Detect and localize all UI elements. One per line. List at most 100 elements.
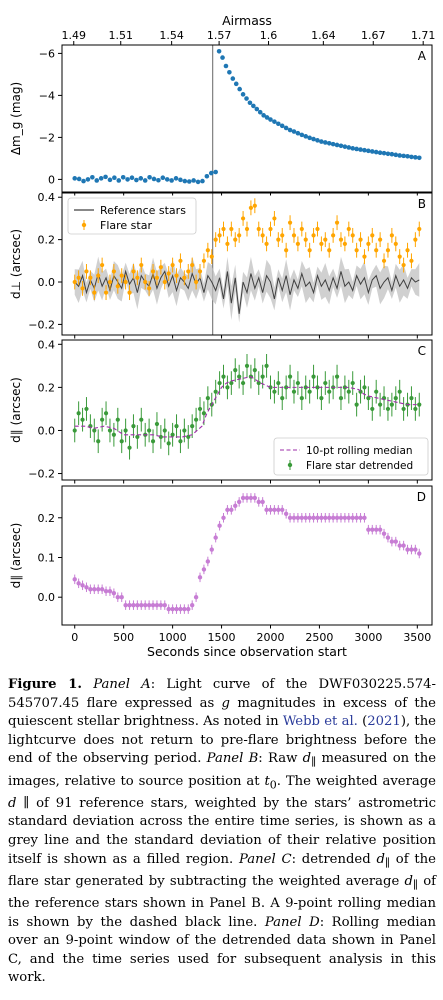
data-point: [229, 507, 234, 513]
data-point: [342, 241, 347, 246]
data-point: [194, 417, 199, 422]
data-point: [378, 237, 383, 242]
data-point: [370, 233, 375, 238]
data-point: [280, 233, 285, 238]
data-point: [405, 154, 410, 159]
data-point: [413, 155, 418, 160]
panel-letter: C: [418, 344, 426, 358]
data-point: [244, 363, 250, 368]
data-point: [291, 129, 297, 134]
citation-link-year[interactable]: 2021: [367, 714, 401, 730]
data-point: [362, 254, 367, 259]
data-point: [201, 411, 207, 416]
data-point: [143, 602, 148, 608]
data-point: [189, 602, 195, 608]
data-point: [315, 226, 320, 232]
data-point: [76, 411, 81, 416]
top-axis-tick-label: 1.51: [108, 29, 133, 42]
data-point: [162, 428, 167, 433]
data-point: [299, 396, 304, 401]
data-point: [201, 258, 207, 263]
data-point: [88, 587, 93, 592]
data-point: [96, 273, 101, 278]
data-point: [208, 170, 214, 176]
data-point: [307, 515, 312, 520]
data-point: [119, 273, 124, 278]
panel-letter: A: [418, 49, 427, 63]
citation-link-webb[interactable]: Webb et al.: [282, 714, 358, 730]
caption-text: (: [357, 714, 368, 730]
data-point: [326, 140, 332, 146]
data-point: [190, 262, 195, 268]
data-point: [276, 507, 281, 513]
data-point: [338, 143, 344, 149]
data-point: [111, 432, 116, 437]
data-point: [100, 417, 105, 422]
x-axis-tick-label: 1500: [208, 631, 236, 644]
data-point: [397, 254, 402, 259]
data-point: [295, 515, 301, 520]
data-point: [76, 275, 81, 280]
data-point: [358, 237, 363, 242]
data-point: [217, 523, 222, 528]
data-point: [138, 176, 144, 181]
caption-text: : Raw: [258, 751, 303, 767]
data-point: [260, 374, 265, 379]
data-point: [409, 396, 414, 401]
data-point: [295, 241, 300, 246]
data-point: [139, 602, 144, 608]
data-point: [178, 606, 183, 612]
data-point: [166, 271, 171, 276]
caption-text: : Rolling median over an 9-point window …: [8, 914, 436, 986]
data-point: [354, 515, 359, 520]
data-point: [334, 374, 340, 379]
top-axis-tick-label: 1.71: [411, 29, 436, 42]
top-axis-tick-label: 1.54: [159, 29, 184, 42]
data-point: [230, 76, 236, 81]
data-point: [291, 233, 297, 238]
data-point: [276, 237, 281, 242]
data-point: [174, 273, 179, 278]
data-point: [417, 226, 422, 232]
top-axis-tick-label: 1.49: [61, 29, 86, 42]
data-point: [381, 258, 387, 263]
data-point: [160, 175, 166, 181]
y-axis-tick-label: 0.2: [38, 234, 56, 247]
data-point: [252, 495, 258, 501]
data-point: [260, 499, 265, 505]
data-point: [272, 389, 277, 394]
data-point: [385, 406, 391, 412]
data-point: [182, 428, 187, 433]
data-point: [170, 606, 175, 612]
data-point: [139, 417, 144, 422]
data-point: [103, 174, 108, 180]
data-point: [331, 233, 336, 238]
data-point: [401, 406, 406, 412]
data-point: [200, 178, 205, 184]
data-point: [217, 380, 222, 386]
data-point: [221, 226, 226, 232]
caption-text: magnitudes in excess of the quiescent st…: [8, 695, 436, 730]
data-point: [393, 539, 398, 544]
data-point: [92, 428, 97, 433]
data-point: [381, 150, 387, 156]
data-point: [256, 226, 261, 232]
data-point: [323, 380, 328, 386]
data-point: [72, 176, 78, 181]
data-point: [80, 583, 85, 588]
data-point: [244, 96, 249, 101]
data-point: [125, 177, 130, 182]
data-point: [366, 527, 371, 532]
data-point: [256, 499, 261, 505]
data-point: [186, 179, 192, 184]
y-axis-tick-label: 0.0: [38, 276, 56, 289]
data-point: [100, 262, 105, 268]
data-point: [233, 237, 238, 242]
data-point: [92, 587, 97, 592]
data-point: [127, 290, 132, 295]
data-point: [287, 515, 293, 520]
data-point: [72, 428, 77, 433]
data-point: [72, 279, 77, 285]
data-point: [178, 439, 183, 444]
data-point: [291, 389, 297, 394]
